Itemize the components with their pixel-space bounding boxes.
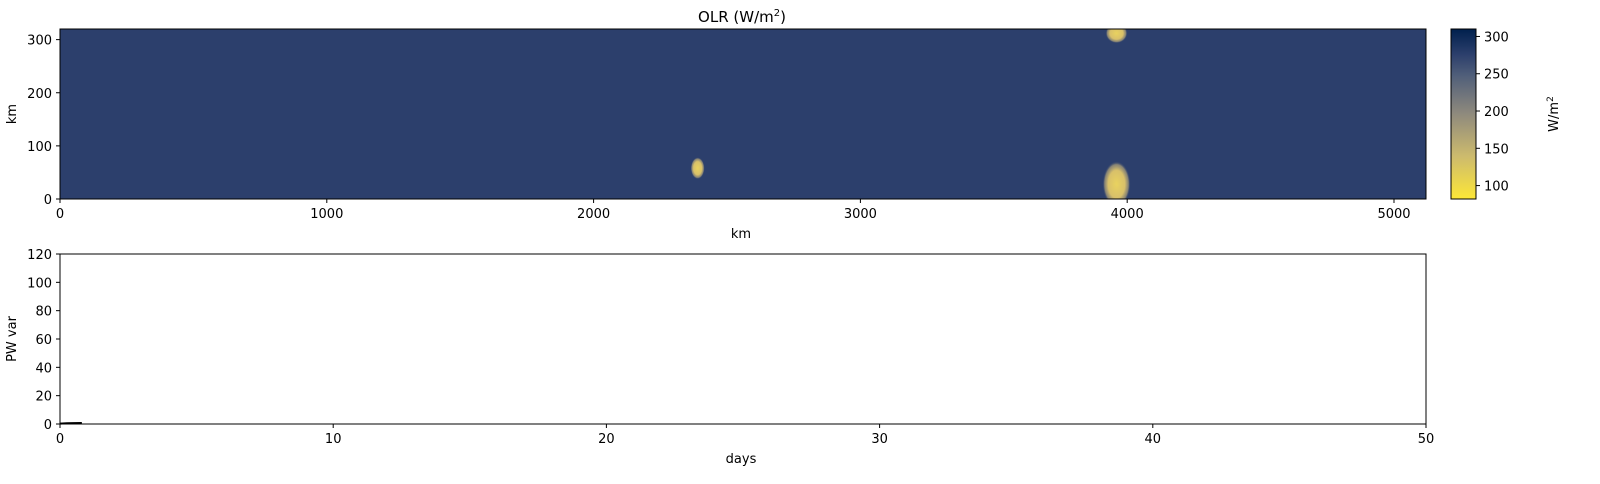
pwvar-x-tick-label: 10 xyxy=(325,432,342,447)
pwvar-axes-frame xyxy=(59,253,1427,425)
olr-x-tick-label: 0 xyxy=(56,207,64,222)
olr-y-tick-label: 300 xyxy=(27,34,52,49)
colorbar-label: W/m2 xyxy=(1546,96,1562,132)
pwvar-y-tick-label: 100 xyxy=(27,276,52,291)
olr-cloud-feature xyxy=(1105,29,1128,44)
pwvar-series-line xyxy=(59,422,82,425)
pwvar-y-tick-label: 60 xyxy=(35,333,52,348)
olr-x-tick-label: 1000 xyxy=(310,207,343,222)
pwvar-panel: 0 10 20 30 40 50 0 20 40 60 80 100 120 days PW var xyxy=(5,248,1434,467)
olr-x-tick-label: 2000 xyxy=(577,207,610,222)
colorbar: 100 150 200 250 300 W/m2 xyxy=(1450,28,1562,200)
colorbar-tick-label: 100 xyxy=(1484,180,1509,195)
colorbar-tick-label: 200 xyxy=(1484,105,1509,120)
pwvar-y-tick-label: 40 xyxy=(35,361,52,376)
olr-x-tick-label: 3000 xyxy=(844,207,877,222)
pwvar-y-tick-label: 80 xyxy=(35,305,52,320)
pwvar-x-ticks: 0 10 20 30 40 50 xyxy=(56,424,1434,447)
olr-x-tick-label: 5000 xyxy=(1377,207,1410,222)
pwvar-x-axis-label: days xyxy=(726,452,757,467)
pwvar-series xyxy=(59,422,82,425)
pwvar-y-tick-label: 120 xyxy=(27,248,52,263)
colorbar-ticks: 100 150 200 250 300 xyxy=(1476,30,1509,195)
olr-x-ticks: 0 1000 2000 3000 4000 5000 xyxy=(56,199,1411,222)
pwvar-y-axis-label: PW var xyxy=(5,315,20,361)
colorbar-tick-label: 250 xyxy=(1484,68,1509,83)
olr-y-tick-label: 100 xyxy=(27,140,52,155)
olr-panel: OLR (W/m2) 0 1000 2000 3000 4000 5000 0 100 200… xyxy=(5,8,1427,242)
olr-heatmap-features xyxy=(690,29,1131,199)
olr-axes-frame xyxy=(59,28,1427,200)
olr-y-axis-label: km xyxy=(5,104,20,124)
pwvar-x-tick-label: 0 xyxy=(56,432,64,447)
colorbar-tick-label: 300 xyxy=(1484,30,1509,45)
olr-heatmap-field xyxy=(60,29,1426,199)
pwvar-x-tick-label: 30 xyxy=(871,432,888,447)
olr-x-axis-label: km xyxy=(731,227,751,242)
pwvar-y-ticks: 0 20 40 60 80 100 120 xyxy=(27,248,60,433)
olr-title: OLR (W/m2) xyxy=(698,8,786,26)
colorbar-gradient xyxy=(1450,28,1477,200)
colorbar-tick-label: 150 xyxy=(1484,142,1509,157)
pwvar-y-tick-label: 0 xyxy=(44,418,52,433)
pwvar-x-tick-label: 20 xyxy=(598,432,615,447)
olr-y-tick-label: 0 xyxy=(44,193,52,208)
olr-cloud-feature xyxy=(1102,161,1131,199)
olr-cloud-feature xyxy=(690,157,705,180)
olr-y-tick-label: 200 xyxy=(27,87,52,102)
pwvar-x-tick-label: 40 xyxy=(1145,432,1162,447)
olr-x-tick-label: 4000 xyxy=(1111,207,1144,222)
pwvar-y-tick-label: 20 xyxy=(35,390,52,405)
pwvar-x-tick-label: 50 xyxy=(1418,432,1435,447)
olr-y-ticks: 0 100 200 300 xyxy=(27,34,60,208)
